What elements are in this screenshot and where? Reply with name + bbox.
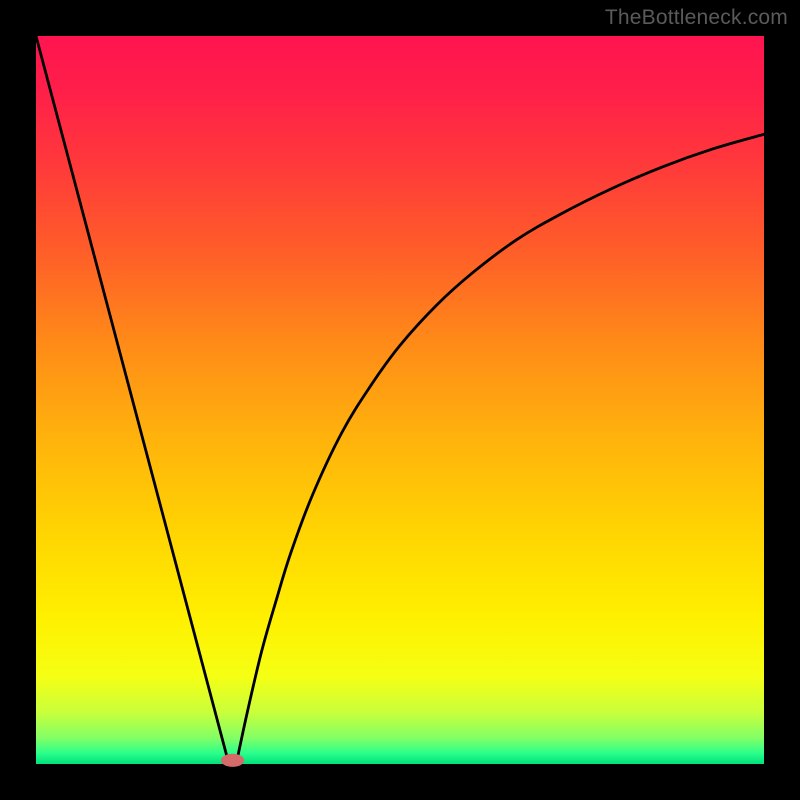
bottleneck-marker [221,754,244,767]
chart-svg [0,0,800,800]
chart-stage: TheBottleneck.com [0,0,800,800]
watermark-text: TheBottleneck.com [605,6,788,30]
plot-background [36,36,764,764]
